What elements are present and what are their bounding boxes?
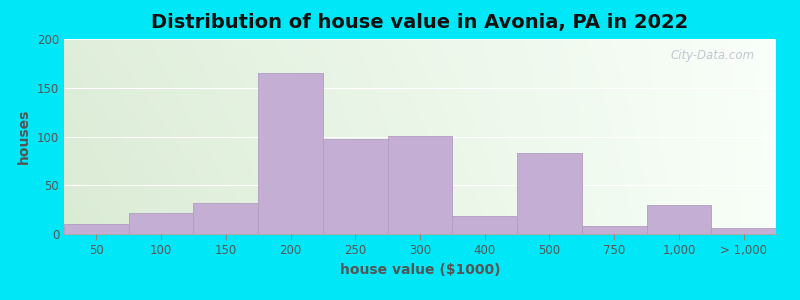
- Text: City-Data.com: City-Data.com: [670, 49, 754, 62]
- Bar: [517, 153, 582, 234]
- Bar: [452, 217, 517, 234]
- Bar: [258, 73, 323, 234]
- Bar: [646, 205, 711, 234]
- Bar: [323, 140, 388, 234]
- Bar: [64, 224, 129, 234]
- Bar: [194, 203, 258, 234]
- Bar: [388, 136, 452, 234]
- Bar: [129, 212, 194, 234]
- Bar: [582, 226, 646, 234]
- X-axis label: house value ($1000): house value ($1000): [340, 263, 500, 277]
- Y-axis label: houses: houses: [18, 109, 31, 164]
- Title: Distribution of house value in Avonia, PA in 2022: Distribution of house value in Avonia, P…: [151, 13, 689, 32]
- Bar: [711, 228, 776, 234]
